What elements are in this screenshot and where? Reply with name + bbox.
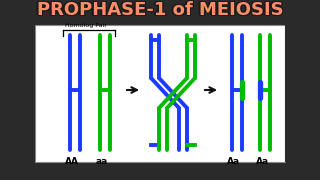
Text: PROPHASE-1 of MEIOSIS: PROPHASE-1 of MEIOSIS — [38, 2, 284, 20]
Text: PROPHASE-1 of MEIOSIS: PROPHASE-1 of MEIOSIS — [37, 0, 283, 18]
Text: AA: AA — [65, 157, 79, 166]
FancyBboxPatch shape — [285, 25, 320, 162]
Text: PROPHASE-1 of MEIOSIS: PROPHASE-1 of MEIOSIS — [36, 0, 282, 18]
Text: PROPHASE-1 of MEIOSIS: PROPHASE-1 of MEIOSIS — [37, 2, 283, 20]
Text: PROPHASE-1 of MEIOSIS: PROPHASE-1 of MEIOSIS — [36, 2, 282, 20]
FancyBboxPatch shape — [0, 25, 35, 162]
Text: PROPHASE-1 of MEIOSIS: PROPHASE-1 of MEIOSIS — [38, 1, 284, 19]
Text: Homolog Pair: Homolog Pair — [65, 23, 107, 28]
FancyBboxPatch shape — [35, 25, 285, 162]
Text: PROPHASE-1 of MEIOSIS: PROPHASE-1 of MEIOSIS — [36, 1, 282, 19]
Text: Aa: Aa — [228, 157, 241, 166]
Text: PROPHASE-1 of MEIOSIS: PROPHASE-1 of MEIOSIS — [37, 1, 283, 19]
Text: aa: aa — [96, 157, 108, 166]
Text: Aa: Aa — [256, 157, 269, 166]
Text: PROPHASE-1 of MEIOSIS: PROPHASE-1 of MEIOSIS — [38, 0, 284, 18]
